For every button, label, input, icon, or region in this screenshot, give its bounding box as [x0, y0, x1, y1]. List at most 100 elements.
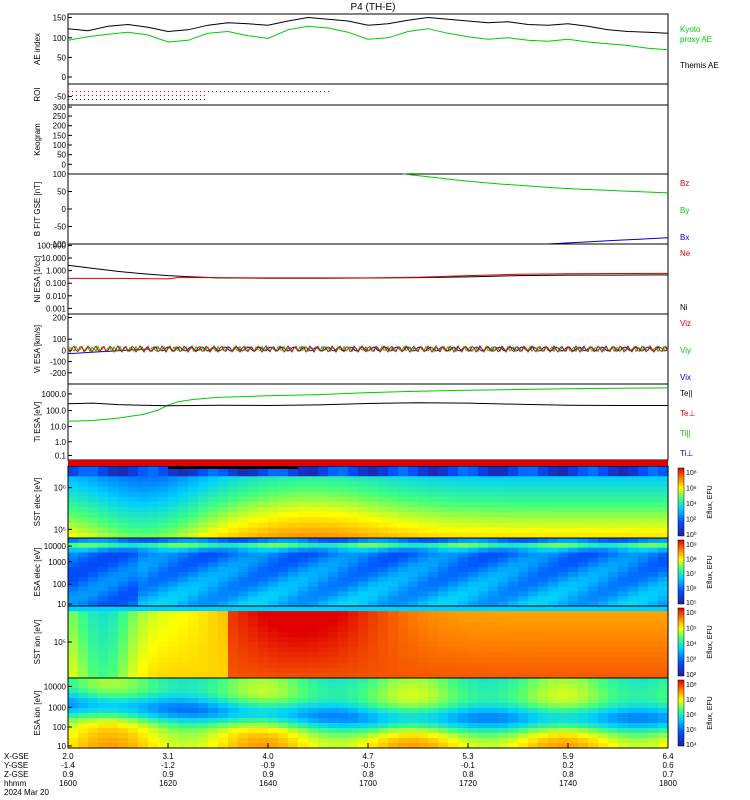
- heatmap-cell: [638, 621, 649, 628]
- x-tick-label: 4.7: [362, 752, 374, 761]
- heatmap-cell: [558, 552, 569, 559]
- heatmap-cell: [288, 572, 299, 578]
- heatmap-cell: [498, 591, 509, 597]
- heatmap-cell: [528, 738, 539, 744]
- heatmap-cell: [238, 708, 249, 714]
- heatmap-cell: [358, 662, 369, 669]
- heatmap-cell: [558, 538, 569, 544]
- heatmap-cell: [558, 606, 569, 612]
- heatmap-cell: [498, 652, 509, 659]
- heatmap-cell: [568, 606, 579, 612]
- heatmap-cell: [308, 652, 319, 659]
- heatmap-cell: [228, 678, 239, 684]
- heatmap-cell: [198, 738, 209, 744]
- heatmap-cell: [468, 611, 479, 617]
- heatmap-cell: [308, 502, 319, 508]
- heatmap-cell: [638, 502, 649, 508]
- heatmap-cell: [128, 562, 139, 568]
- heatmap-cell: [578, 512, 589, 519]
- heatmap-cell: [618, 626, 629, 633]
- heatmap-cell: [308, 723, 319, 729]
- heatmap-cell: [68, 481, 79, 488]
- heatmap-cell: [498, 567, 509, 573]
- heatmap-cell: [608, 481, 619, 488]
- heatmap-cell: [118, 698, 129, 704]
- heatmap-cell: [518, 496, 529, 503]
- heatmap-cell: [88, 527, 99, 534]
- heatmap-cell: [338, 657, 349, 664]
- heatmap-cell: [538, 486, 549, 493]
- heatmap-cell: [598, 567, 609, 573]
- heatmap-cell: [618, 496, 629, 503]
- heatmap-cell: [488, 698, 499, 704]
- heatmap-cell: [298, 662, 309, 669]
- heatmap-cell: [598, 507, 609, 513]
- heatmap-cell: [388, 738, 399, 744]
- heatmap-cell: [628, 567, 639, 573]
- heatmap-cell: [288, 718, 299, 724]
- heatmap-cell: [158, 471, 169, 477]
- heatmap-cell: [68, 683, 79, 689]
- heatmap-cell: [178, 512, 189, 519]
- heatmap-cell: [288, 667, 299, 674]
- heatmap-cell: [538, 713, 549, 719]
- heatmap-cell: [308, 581, 319, 588]
- heatmap-cell: [508, 611, 519, 617]
- heatmap-cell: [258, 491, 269, 498]
- heatmap-cell: [278, 611, 289, 617]
- heatmap-cell: [558, 547, 569, 554]
- roi-dot: [164, 99, 165, 100]
- heatmap-cell: [368, 471, 379, 477]
- heatmap-cell: [458, 527, 469, 534]
- heatmap-cell: [88, 596, 99, 602]
- heatmap-cell: [338, 718, 349, 724]
- heatmap-cell: [598, 576, 609, 583]
- heatmap-cell: [88, 611, 99, 617]
- heatmap-cell: [118, 683, 129, 689]
- heatmap-cell: [598, 596, 609, 602]
- heatmap-cell: [648, 728, 659, 734]
- heatmap-cell: [488, 713, 499, 719]
- heatmap-cell: [418, 616, 429, 623]
- heatmap-cell: [538, 601, 549, 607]
- heatmap-cell: [398, 517, 409, 524]
- heatmap-cell: [108, 591, 119, 597]
- heatmap-cell: [348, 547, 359, 554]
- heatmap-cell: [518, 723, 529, 729]
- heatmap-cell: [418, 698, 429, 704]
- heatmap-cell: [128, 596, 139, 602]
- heatmap-cell: [128, 657, 139, 664]
- heatmap-cell: [398, 562, 409, 568]
- heatmap-cell: [298, 562, 309, 568]
- heatmap-cell: [348, 606, 359, 612]
- roi-dot: [200, 91, 201, 92]
- heatmap-cell: [368, 466, 379, 472]
- heatmap-cell: [348, 657, 359, 664]
- heatmap-cell: [388, 672, 399, 679]
- heatmap-cell: [498, 703, 509, 709]
- heatmap-cell: [618, 601, 629, 607]
- heatmap-cell: [308, 662, 319, 669]
- roi-dot: [76, 91, 77, 92]
- heatmap-cell: [288, 621, 299, 628]
- legend-label: Viz: [680, 319, 691, 328]
- y-axis-label: Ni ESA [1/cc]: [33, 256, 42, 303]
- heatmap-cell: [298, 522, 309, 529]
- heatmap-cell: [278, 502, 289, 508]
- heatmap-cell: [598, 591, 609, 597]
- heatmap-cell: [508, 636, 519, 643]
- heatmap-cell: [138, 601, 149, 607]
- heatmap-cell: [108, 728, 119, 734]
- y-axis-label: ROI: [33, 87, 42, 101]
- heatmap-cell: [438, 678, 449, 684]
- heatmap-cell: [588, 532, 599, 539]
- heatmap-cell: [198, 586, 209, 593]
- heatmap-cell: [278, 606, 289, 612]
- heatmap-cell: [418, 522, 429, 529]
- heatmap-cell: [518, 647, 529, 653]
- heatmap-cell: [328, 466, 339, 472]
- heatmap-cell: [268, 738, 279, 744]
- heatmap-cell: [588, 486, 599, 493]
- heatmap-cell: [88, 652, 99, 659]
- heatmap-cell: [508, 591, 519, 597]
